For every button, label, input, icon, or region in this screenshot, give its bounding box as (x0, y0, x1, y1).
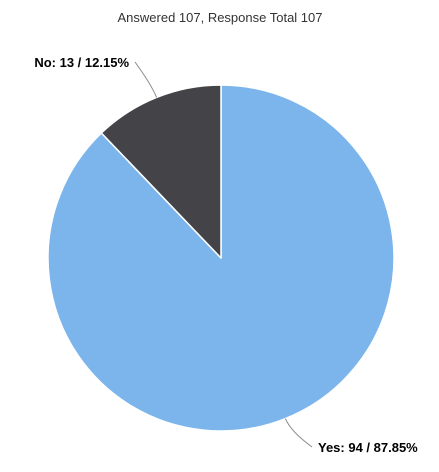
data-label-no: No: 13 / 12.15% (34, 55, 129, 70)
connector-no (134, 61, 158, 98)
data-label-yes: Yes: 94 / 87.85% (318, 440, 418, 455)
chart-title: Answered 107, Response Total 107 (117, 10, 322, 25)
pie-labels: Yes: 94 / 87.85% No: 13 / 12.15% (34, 55, 418, 455)
pie-slice-no[interactable] (100, 84, 222, 259)
pie-slices (47, 84, 395, 432)
connector-yes (284, 418, 313, 448)
